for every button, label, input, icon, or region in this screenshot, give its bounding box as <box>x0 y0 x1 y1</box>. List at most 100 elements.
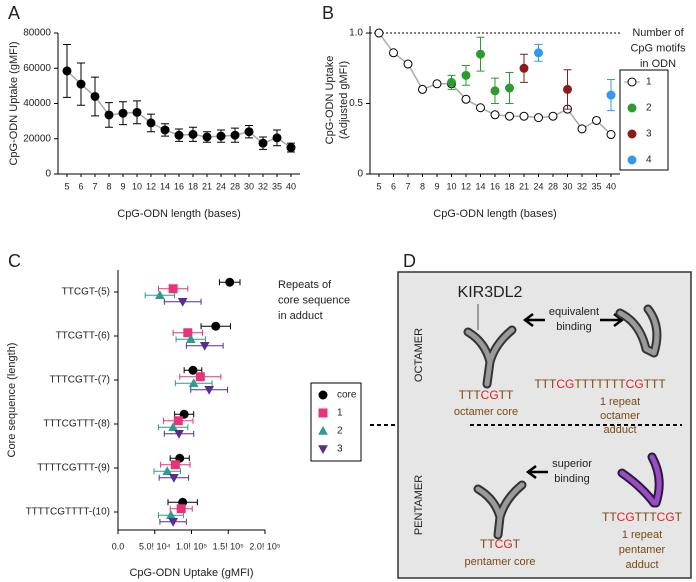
legend-label: 2 <box>646 103 652 114</box>
marker <box>90 91 100 101</box>
marker <box>389 48 398 58</box>
legend-swatch <box>318 408 328 418</box>
adduct-label: adduct <box>625 559 658 571</box>
x-tick-label: 10 <box>132 181 142 191</box>
x-tick-label: 0.0 <box>112 541 125 551</box>
y-tick-label: 60000 <box>23 63 51 74</box>
seq-part: TTT <box>534 377 557 391</box>
x-tick-label: 5 <box>376 181 381 191</box>
x-tick-label: 8 <box>420 181 425 191</box>
marker <box>403 59 413 69</box>
marker <box>173 416 183 426</box>
legend-swatch <box>627 103 637 113</box>
marker <box>447 77 456 87</box>
core-sequence: TTTCGTT <box>459 388 514 402</box>
adduct-sequence: TTTCGTTTTTTTCGTTT <box>534 377 666 391</box>
legend-title: in ODN <box>640 58 676 70</box>
x-tick-label: 2.0! 10⁵ <box>249 541 281 551</box>
marker <box>216 131 226 141</box>
legend-title: in adduct <box>278 310 323 322</box>
y-tick-label: TTTTCGTTTT-(10) <box>26 507 110 518</box>
seq-part: CG <box>657 510 675 524</box>
seq-part: CG <box>617 510 635 524</box>
x-tick-label: 14 <box>160 181 170 191</box>
marker <box>168 284 178 294</box>
legend-swatch <box>627 155 637 165</box>
x-tick-label: 24 <box>533 181 543 191</box>
marker <box>168 422 178 431</box>
legend-title: Number of <box>632 27 684 39</box>
marker <box>202 132 212 142</box>
legend-swatch <box>627 129 637 139</box>
y-tick-label: 80000 <box>23 28 51 39</box>
x-tick-label: 12 <box>461 181 471 191</box>
marker <box>432 79 442 89</box>
legend-label: core <box>337 390 357 401</box>
x-tick-label: 1.0! 10⁵ <box>176 541 208 551</box>
arrow <box>522 313 545 327</box>
x-tick-label: 16 <box>490 181 500 191</box>
marker <box>258 138 268 148</box>
seq-part: TTTTTTT <box>574 377 626 391</box>
x-tick-label: 32 <box>258 181 268 191</box>
y-tick-label: TTCGT-(5) <box>62 287 110 298</box>
seq-part: TT <box>602 510 617 524</box>
legend-label: 2 <box>337 426 343 437</box>
x-tick-label: 5 <box>64 181 69 191</box>
x-tick-label: 32 <box>577 181 587 191</box>
marker <box>505 111 514 121</box>
x-tick-label: 7 <box>92 181 97 191</box>
core-sequence: TTCGT <box>480 537 521 551</box>
marker <box>162 466 173 475</box>
panel-label: A <box>8 3 20 23</box>
x-tick-label: 28 <box>230 181 240 191</box>
marker <box>177 298 188 307</box>
legend-label: 1 <box>646 77 652 88</box>
legend-swatch <box>318 445 328 455</box>
marker <box>104 110 114 120</box>
marker <box>185 334 196 343</box>
core-label: pentamer core <box>465 556 536 568</box>
x-axis-title: CpG-ODN length (bases) <box>117 208 241 220</box>
y-axis-title: CpG-ODN Uptake <box>324 56 336 145</box>
binding-text: superior <box>552 458 592 470</box>
marker <box>76 79 86 89</box>
marker <box>188 378 199 387</box>
seq-part: CG <box>481 388 499 402</box>
seq-part: CG <box>495 537 513 551</box>
receptor-icon <box>473 480 527 540</box>
marker <box>199 342 210 351</box>
marker <box>461 94 471 104</box>
x-axis-title: CpG-ODN length (bases) <box>433 208 557 220</box>
x-tick-label: 30 <box>562 181 572 191</box>
seq-part: TT <box>480 537 495 551</box>
x-tick-label: 40 <box>606 181 616 191</box>
y-tick-label: 0 <box>357 169 363 180</box>
receptor-icon <box>615 304 662 358</box>
marker <box>188 129 198 139</box>
marker <box>132 107 142 117</box>
marker <box>170 460 180 470</box>
seq-part: T <box>513 537 521 551</box>
marker <box>519 63 529 73</box>
marker <box>174 430 184 439</box>
x-tick-label: 16 <box>174 181 184 191</box>
adduct-label: octamer <box>600 410 640 422</box>
x-tick-label: 18 <box>188 181 198 191</box>
marker <box>146 118 156 128</box>
adduct-label: pentamer <box>619 544 666 556</box>
marker <box>374 28 384 38</box>
panel-label: C <box>8 251 21 271</box>
legend-title: core sequence <box>278 294 350 306</box>
x-tick-label: 21 <box>519 181 529 191</box>
x-tick-label: 9 <box>434 181 439 191</box>
x-tick-label: 28 <box>548 181 558 191</box>
marker <box>286 143 296 153</box>
x-tick-label: 6 <box>78 181 83 191</box>
marker <box>188 365 198 375</box>
legend-label: 3 <box>337 444 343 455</box>
legend-title: Repeats of <box>278 279 332 291</box>
y-tick-label: TTTCGTTT-(8) <box>43 419 110 430</box>
y-axis-title: Core sequence (length) <box>6 343 18 458</box>
receptor-icon <box>617 452 664 508</box>
